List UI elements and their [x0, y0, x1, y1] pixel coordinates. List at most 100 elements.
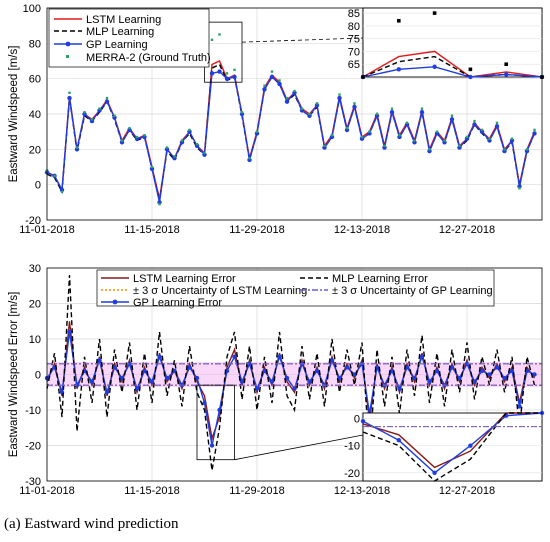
series-point [98, 107, 101, 110]
series-point [398, 134, 401, 137]
series-point [420, 107, 424, 110]
inset-series-line [362, 412, 543, 474]
series-point [390, 107, 394, 110]
legend-label: ± 3 σ Uncertainty of GP Learning [332, 285, 493, 297]
series-point [67, 329, 72, 335]
series-point [254, 386, 260, 391]
series-point [465, 135, 469, 139]
series-point [68, 91, 71, 94]
series-point [532, 372, 537, 377]
series-point [209, 71, 215, 76]
legend-marker [65, 41, 71, 47]
legend-label: GP Learning Error [133, 297, 222, 309]
legend-label: MLP Learning Error [332, 273, 428, 285]
series-point [203, 151, 206, 155]
series-point [134, 386, 140, 391]
series-point [329, 358, 335, 363]
x-tick-label: 12-27-2018 [439, 485, 495, 497]
series-point [337, 95, 342, 101]
series-point [53, 174, 56, 178]
series-point [419, 354, 425, 359]
series-point [188, 128, 191, 132]
series-point [480, 128, 484, 132]
inset-series-point [432, 11, 437, 15]
series-point [104, 99, 110, 104]
inset-series-point [432, 470, 437, 476]
series-point [337, 375, 342, 381]
series-point [67, 95, 72, 101]
caption-tag: (a) [4, 516, 21, 532]
legend-marker [112, 299, 118, 305]
y-tick-label: 20 [29, 144, 41, 156]
inset-series-point [468, 67, 473, 72]
series-point [518, 187, 521, 190]
inset-y-tick-label: -20 [344, 468, 360, 480]
series-point [509, 368, 515, 374]
inset-y-tick-label: 65 [348, 59, 360, 71]
series-point [330, 134, 334, 137]
inset-y-tick-label: 70 [348, 46, 360, 58]
inset-series-point [468, 74, 473, 80]
series-point [149, 379, 155, 384]
inset-series-point [540, 75, 544, 79]
series-point [89, 379, 95, 384]
y-axis-label: Eastward Windspeed [m/s] [8, 46, 20, 183]
series-point [150, 165, 154, 169]
inset-y-tick-label: 0 [354, 413, 360, 425]
series-point [209, 443, 215, 448]
inset-series-point [396, 438, 401, 443]
inset-series-point [361, 75, 365, 79]
y-tick-label: 0 [35, 180, 41, 192]
series-point [218, 33, 221, 36]
series-point [375, 112, 379, 116]
series-point [300, 107, 304, 110]
series-point [277, 81, 282, 87]
series-point [292, 386, 297, 391]
legend-label: GP Learning [86, 39, 148, 51]
legend-label: LSTM Learning [86, 14, 161, 26]
series-point [240, 111, 244, 114]
inset-y-tick-label: 80 [348, 21, 360, 33]
inset-y-tick-label: 85 [348, 8, 360, 20]
inset-series-point [504, 62, 508, 67]
series-point [120, 139, 124, 142]
x-tick-label: 11-15-2018 [124, 485, 179, 497]
series-point [457, 375, 462, 381]
series-point [269, 74, 275, 80]
inset-series-point [432, 64, 437, 69]
series-point [404, 365, 410, 370]
series-point [502, 375, 507, 381]
series-point [533, 128, 536, 132]
inset-frame [362, 412, 543, 482]
series-point [458, 144, 461, 147]
legend-label: MLP Learning [86, 26, 154, 38]
y-tick-label: 20 [29, 299, 41, 311]
series-point [532, 131, 537, 136]
series-point [389, 110, 395, 115]
y-tick-label: 80 [29, 38, 41, 50]
series-point [443, 139, 446, 142]
series-point [449, 365, 455, 370]
zoom-connector [234, 434, 364, 461]
inset-series-line [362, 66, 543, 78]
series-point [75, 146, 79, 149]
series-point [83, 111, 86, 114]
series-point [143, 134, 146, 137]
series-point [427, 379, 432, 384]
plot-frame [46, 267, 543, 482]
inset-y-tick-label: -10 [344, 441, 360, 453]
series-point [360, 135, 364, 139]
y-tick-label: 40 [29, 109, 41, 121]
inset-series-point [396, 67, 401, 72]
x-tick-label: 11-01-2018 [19, 485, 74, 497]
series-point [503, 148, 506, 151]
series-point [488, 137, 491, 140]
series-point [142, 368, 147, 374]
y-tick-label: 60 [29, 74, 41, 86]
series-point [434, 368, 440, 374]
series-point [352, 372, 357, 377]
series-point [104, 390, 110, 395]
x-tick-label: 11-29-2018 [229, 224, 284, 236]
y-tick-label: 0 [35, 370, 41, 382]
series-point [239, 379, 245, 384]
